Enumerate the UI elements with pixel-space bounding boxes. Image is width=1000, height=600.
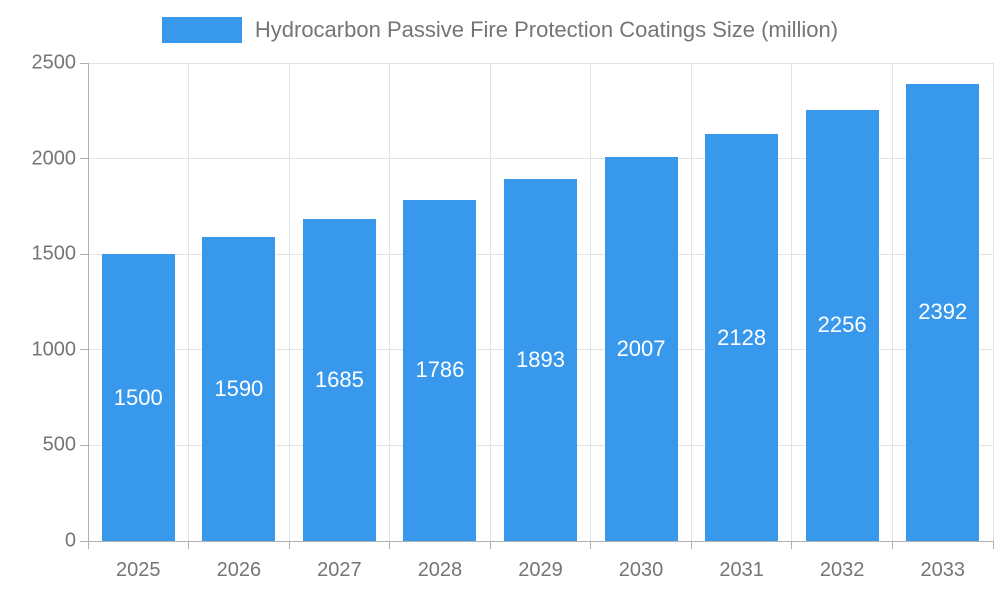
bar-value-label: 1500 [113, 384, 163, 410]
x-gridline [489, 63, 491, 541]
y-axis-tick-label: 2000 [31, 147, 77, 170]
x-axis-tick-label: 2027 [317, 559, 362, 581]
bar-value-label: 2128 [717, 324, 767, 350]
bar-2027[interactable]: 1685 [302, 218, 376, 541]
y-gridline [88, 62, 993, 64]
y-tick-mark [80, 349, 88, 351]
x-tick-mark [590, 541, 592, 549]
bar-value-label: 1685 [314, 366, 364, 392]
bar-2028[interactable]: 1786 [403, 199, 477, 541]
bar-2025[interactable]: 1500 [101, 254, 175, 541]
x-gridline [791, 63, 793, 541]
bar-2026[interactable]: 1590 [202, 236, 276, 541]
x-axis-tick-label: 2025 [116, 559, 161, 581]
bar-value-label: 2392 [918, 299, 968, 325]
y-axis-tick-label: 0 [64, 529, 76, 552]
bar-2032[interactable]: 2256 [805, 109, 879, 541]
x-gridline [288, 63, 290, 541]
x-gridline [690, 63, 692, 541]
bar-value-label: 2256 [817, 312, 867, 338]
y-gridline [88, 158, 993, 160]
legend-swatch [161, 17, 242, 43]
bar-value-label: 1590 [214, 375, 264, 401]
x-tick-mark [188, 541, 190, 549]
y-axis-tick-label: 2500 [31, 51, 77, 74]
x-gridline [188, 63, 190, 541]
y-axis-line [87, 63, 89, 549]
x-axis-line [80, 540, 993, 542]
y-tick-mark [80, 253, 88, 255]
x-tick-mark [389, 541, 391, 549]
bar-value-label: 2007 [616, 336, 666, 362]
x-tick-mark [690, 541, 692, 549]
y-axis-tick-label: 1000 [31, 338, 77, 361]
x-tick-mark [891, 541, 893, 549]
y-tick-mark [80, 444, 88, 446]
y-axis-tick-label: 1500 [31, 242, 77, 265]
bar-value-label: 1893 [516, 347, 565, 373]
bar-2033[interactable]: 2392 [906, 83, 980, 541]
chart-legend[interactable]: Hydrocarbon Passive Fire Protection Coat… [0, 17, 1000, 43]
x-tick-mark [791, 541, 793, 549]
x-axis-tick-label: 2033 [920, 559, 965, 581]
x-axis-tick-label: 2030 [618, 559, 664, 581]
x-tick-mark [992, 541, 994, 549]
y-axis-tick-label: 500 [42, 433, 76, 456]
x-tick-mark [288, 541, 290, 549]
x-axis-tick-label: 2031 [719, 559, 764, 581]
x-gridline [891, 63, 893, 541]
x-axis-tick-label: 2026 [216, 559, 262, 581]
legend-label: Hydrocarbon Passive Fire Protection Coat… [254, 17, 839, 42]
x-axis-tick-label: 2032 [819, 559, 865, 581]
bar-2031[interactable]: 2128 [705, 134, 779, 541]
x-gridline [590, 63, 592, 541]
bar-2029[interactable]: 1893 [504, 179, 577, 541]
x-gridline [389, 63, 391, 541]
y-tick-mark [80, 158, 88, 160]
y-tick-mark [80, 62, 88, 64]
bar-value-label: 1786 [415, 357, 465, 383]
x-axis-tick-label: 2028 [417, 559, 463, 581]
bar-2030[interactable]: 2007 [604, 157, 678, 541]
x-axis-tick-label: 2029 [518, 559, 563, 581]
x-tick-mark [489, 541, 491, 549]
x-gridline [992, 63, 994, 541]
